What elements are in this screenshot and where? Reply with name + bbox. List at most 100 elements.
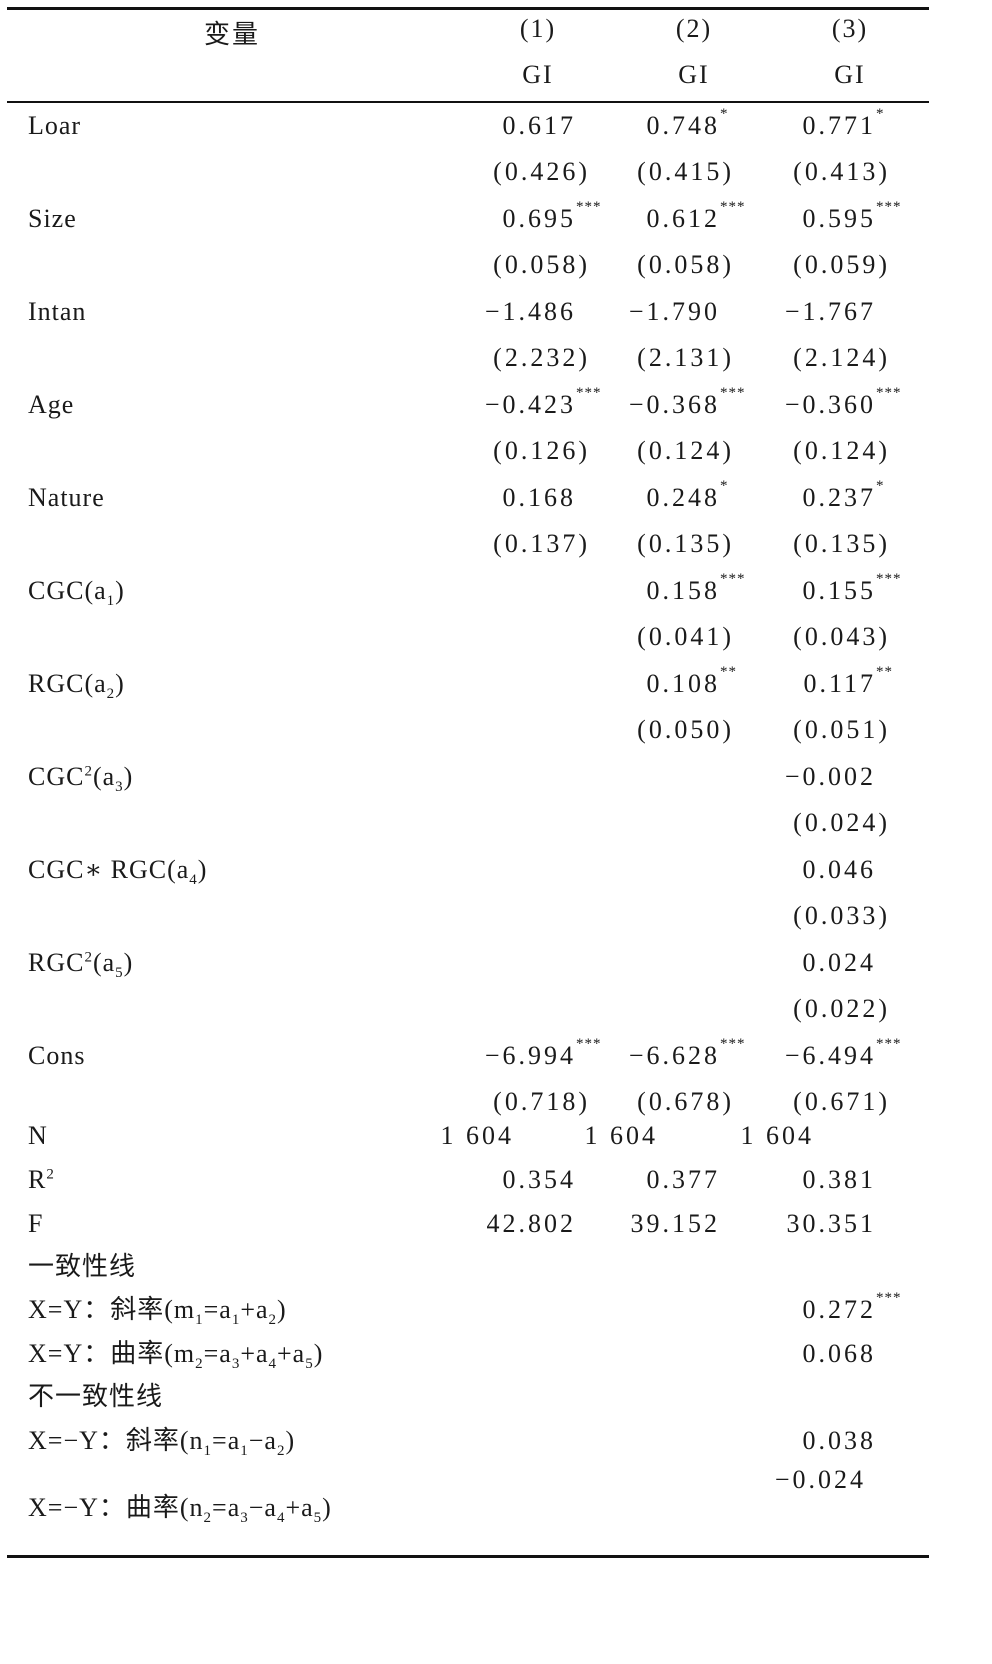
label-text: ) bbox=[123, 762, 134, 791]
surface-value: 0.272 *** bbox=[803, 1290, 901, 1330]
row-label: 不一致性线 bbox=[28, 1377, 163, 1417]
label-sub: 3 bbox=[240, 1510, 249, 1527]
coefficient: −6.994 *** bbox=[485, 1036, 601, 1076]
table-line: (2.232) (2.131) (2.124) bbox=[0, 338, 992, 378]
label-sub: 3 bbox=[231, 1356, 241, 1373]
significance-stars: *** bbox=[720, 199, 746, 215]
standard-error: (0.041) bbox=[637, 622, 734, 651]
header-rule bbox=[7, 101, 929, 103]
label-text: Intan bbox=[28, 297, 87, 326]
label-sup: 2 bbox=[46, 1166, 55, 1183]
table-line: R2 0.354 0.377 0.381 bbox=[0, 1160, 992, 1200]
coefficient: 0.748 * bbox=[647, 106, 728, 146]
coefficient: 0.771 * bbox=[803, 106, 884, 146]
row-label: X=Y：曲率(m2=a3+a4+a5) bbox=[28, 1334, 323, 1374]
label-sup: 2 bbox=[84, 763, 93, 780]
coefficient: 0.612 *** bbox=[647, 199, 745, 239]
header-variable: 变量 bbox=[203, 20, 260, 49]
row-label: Size bbox=[28, 199, 77, 239]
label-text: 一致性线 bbox=[28, 1252, 137, 1281]
table-line: CGC2(a3) −0.002 bbox=[0, 757, 992, 797]
stat-value: 39.152 bbox=[630, 1209, 720, 1238]
standard-error: (0.024) bbox=[793, 808, 890, 837]
row-label: R2 bbox=[28, 1160, 55, 1200]
row-label: F bbox=[28, 1204, 43, 1244]
row-label: Loar bbox=[28, 106, 81, 146]
standard-error: (0.124) bbox=[637, 436, 734, 465]
table-line: Cons −6.994 *** −6.628 *** −6.494 *** bbox=[0, 1036, 992, 1076]
table-line: X=Y：曲率(m2=a3+a4+a5) 0.068 bbox=[0, 1334, 992, 1374]
label-text: Size bbox=[28, 204, 77, 233]
coefficient: 0.158 *** bbox=[647, 571, 745, 611]
table-line: X=−Y：斜率(n1=a1−a2) 0.038 bbox=[0, 1421, 992, 1461]
row-label: CGC(a1) bbox=[28, 571, 125, 611]
header-col1-dep: GI bbox=[522, 60, 554, 89]
table-line: (0.718) (0.678) (0.671) bbox=[0, 1082, 992, 1122]
table-line: (0.022) bbox=[0, 989, 992, 1029]
surface-value: 0.038 bbox=[802, 1426, 876, 1455]
coefficient: 0.155 *** bbox=[803, 571, 901, 611]
label-text: ) bbox=[285, 1426, 296, 1455]
stat-value: 30.351 bbox=[786, 1209, 876, 1238]
significance-stars: *** bbox=[876, 1290, 902, 1306]
row-label: N bbox=[28, 1116, 48, 1156]
label-sub: 2 bbox=[268, 1312, 278, 1329]
label-text: X=Y：曲率(m bbox=[28, 1339, 196, 1368]
table-line: (0.137) (0.135) (0.135) bbox=[0, 524, 992, 564]
table-line: Nature 0.168 0.248 * 0.237 * bbox=[0, 478, 992, 518]
label-text: ) bbox=[115, 576, 125, 605]
standard-error: (0.059) bbox=[793, 250, 890, 279]
standard-error: (0.135) bbox=[793, 529, 890, 558]
label-text: F bbox=[28, 1209, 44, 1238]
top-rule bbox=[7, 7, 929, 10]
label-text: RGC bbox=[28, 948, 85, 977]
stat-value: 0.377 bbox=[646, 1165, 720, 1194]
table-line: (0.126) (0.124) (0.124) bbox=[0, 431, 992, 471]
standard-error: (0.043) bbox=[793, 622, 890, 651]
bottom-rule bbox=[7, 1555, 929, 1558]
standard-error: (0.033) bbox=[793, 901, 890, 930]
significance-stars: *** bbox=[576, 385, 602, 401]
standard-error: (0.678) bbox=[637, 1087, 734, 1116]
table-line: CGC(a1) 0.158 *** 0.155 *** bbox=[0, 571, 992, 611]
label-sub: 5 bbox=[305, 1356, 314, 1373]
coefficient: −6.628 *** bbox=[629, 1036, 745, 1076]
label-text: X=−Y：斜率(n bbox=[28, 1426, 204, 1455]
row-label: CGC∗ RGC(a4) bbox=[28, 850, 207, 890]
label-text: R bbox=[28, 1165, 47, 1194]
standard-error: (2.232) bbox=[493, 343, 590, 372]
label-text: CGC bbox=[28, 762, 85, 791]
label-sub: 1 bbox=[240, 1443, 249, 1460]
label-text: +a bbox=[277, 1339, 306, 1368]
significance-stars: * bbox=[876, 478, 885, 494]
label-text: =a bbox=[212, 1426, 241, 1455]
label-text: 不一致性线 bbox=[28, 1382, 164, 1411]
label-text: N bbox=[28, 1121, 48, 1150]
significance-stars: *** bbox=[876, 385, 902, 401]
row-label: Nature bbox=[28, 478, 105, 518]
header-col3-dep: GI bbox=[834, 60, 866, 89]
header-col3-number: (3) bbox=[831, 14, 869, 43]
row-label: X=Y：斜率(m1=a1+a2) bbox=[28, 1290, 287, 1330]
table-line: N 1 604 1 604 1 604 bbox=[0, 1116, 992, 1156]
label-text: ) bbox=[322, 1493, 332, 1522]
standard-error: (0.051) bbox=[793, 715, 890, 744]
stat-value: 1 604 bbox=[440, 1121, 514, 1150]
table-line: (0.024) bbox=[0, 803, 992, 843]
label-text: =a bbox=[203, 1339, 232, 1368]
significance-stars: *** bbox=[720, 571, 746, 587]
table-line: CGC∗ RGC(a4) 0.046 bbox=[0, 850, 992, 890]
label-sub: 1 bbox=[195, 1312, 204, 1329]
coefficient: 0.168 bbox=[502, 483, 576, 512]
table-line: X=Y：斜率(m1=a1+a2) 0.272 *** bbox=[0, 1290, 992, 1330]
label-sub: 2 bbox=[276, 1443, 286, 1460]
header-col2-dep: GI bbox=[678, 60, 710, 89]
stat-value: 0.381 bbox=[802, 1165, 876, 1194]
label-text: (a bbox=[92, 762, 116, 791]
label-text: ) bbox=[197, 855, 208, 884]
row-label: Cons bbox=[28, 1036, 85, 1076]
label-sub: 4 bbox=[189, 872, 198, 889]
coefficient: −1.790 bbox=[628, 297, 720, 326]
significance-stars: *** bbox=[720, 1036, 746, 1052]
table-line: 不一致性线 bbox=[0, 1377, 992, 1417]
